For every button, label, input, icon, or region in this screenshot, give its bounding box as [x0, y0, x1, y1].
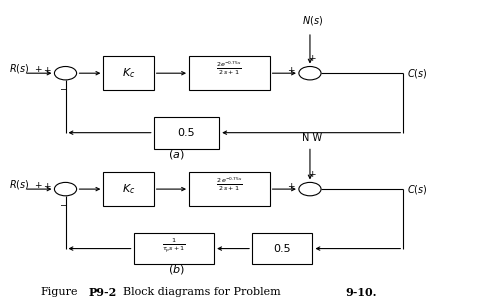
- Text: $N(s)$: $N(s)$: [302, 14, 323, 27]
- Text: Block diagrams for Problem: Block diagrams for Problem: [123, 287, 281, 297]
- FancyBboxPatch shape: [154, 117, 219, 149]
- FancyBboxPatch shape: [134, 233, 214, 264]
- Text: $\frac{2\,e^{-0.75s}}{2\,s+1}$: $\frac{2\,e^{-0.75s}}{2\,s+1}$: [216, 176, 243, 193]
- Text: $C(s)$: $C(s)$: [407, 67, 428, 80]
- Text: Figure: Figure: [40, 287, 78, 297]
- Text: $\frac{2e^{-0.75s}}{2\,s+1}$: $\frac{2e^{-0.75s}}{2\,s+1}$: [216, 60, 242, 77]
- FancyBboxPatch shape: [189, 172, 270, 206]
- Text: +: +: [287, 181, 295, 191]
- Text: $K_c$: $K_c$: [122, 66, 135, 80]
- Text: +: +: [308, 54, 315, 63]
- Text: $\frac{1}{\tau_p s+1}$: $\frac{1}{\tau_p s+1}$: [162, 237, 186, 256]
- Text: $K_c$: $K_c$: [122, 182, 135, 196]
- Text: +: +: [308, 170, 315, 179]
- Text: +: +: [34, 65, 41, 74]
- FancyBboxPatch shape: [252, 233, 312, 264]
- Text: P9-2: P9-2: [88, 287, 116, 298]
- Text: +: +: [287, 66, 295, 75]
- Text: $-$: $-$: [59, 199, 68, 208]
- FancyBboxPatch shape: [103, 172, 154, 206]
- Text: $(a)$: $(a)$: [168, 148, 184, 160]
- Text: $C(s)$: $C(s)$: [407, 183, 428, 196]
- Text: +: +: [43, 66, 50, 75]
- Text: $(b)$: $(b)$: [168, 264, 185, 276]
- FancyBboxPatch shape: [103, 56, 154, 90]
- FancyBboxPatch shape: [189, 56, 270, 90]
- Text: $R(s)$: $R(s)$: [9, 178, 30, 191]
- Text: 0.5: 0.5: [178, 128, 195, 138]
- Text: $R(s)$: $R(s)$: [9, 62, 30, 75]
- Text: 9-10.: 9-10.: [345, 287, 376, 298]
- Text: N W: N W: [302, 133, 323, 143]
- Text: +: +: [34, 181, 41, 190]
- Text: $-$: $-$: [59, 83, 68, 92]
- Text: 0.5: 0.5: [274, 244, 291, 253]
- Text: +: +: [43, 181, 50, 191]
